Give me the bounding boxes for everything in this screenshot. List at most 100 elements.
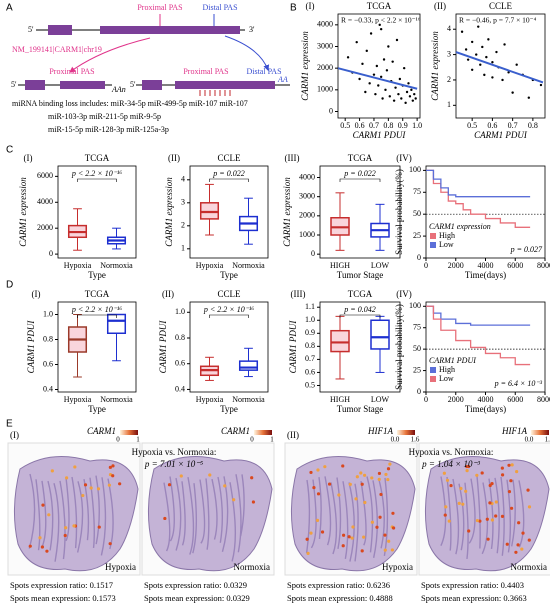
spot xyxy=(108,465,112,469)
spot xyxy=(391,511,395,515)
stat-label: p = 0.022 xyxy=(212,169,244,178)
y-tick-label: 100 xyxy=(409,301,421,310)
spot xyxy=(232,498,236,502)
point xyxy=(379,75,383,79)
tissue-fold xyxy=(518,480,525,548)
x-axis-label: Tumor Stage xyxy=(337,270,383,280)
tissue-fold xyxy=(330,482,338,555)
scale-label: 1 xyxy=(270,436,274,444)
x-tick-label: 0.5 xyxy=(467,121,477,130)
tissue-fold xyxy=(40,480,47,549)
spot xyxy=(315,518,320,522)
chart-title: CCLE xyxy=(217,289,241,299)
point xyxy=(503,43,506,46)
point xyxy=(408,95,412,98)
spot xyxy=(250,476,254,480)
spots-mean: Spots mean expression: 0.0329 xyxy=(144,593,250,603)
tissue-fold xyxy=(59,480,66,560)
pas-label: Distal PAS xyxy=(246,67,281,76)
polya-label: AAn xyxy=(111,85,126,94)
color-bar xyxy=(531,430,549,435)
y-axis-label: CARM1 expression xyxy=(164,177,174,247)
x-tick-label: 0.9 xyxy=(398,121,408,130)
point xyxy=(384,88,387,92)
spot xyxy=(467,529,471,533)
spot xyxy=(464,489,468,493)
spot xyxy=(521,531,525,535)
panel-id: (IV) xyxy=(396,153,412,163)
spot xyxy=(108,542,112,546)
spot xyxy=(442,471,446,475)
tissue-fold xyxy=(163,482,171,552)
chart-title: TCGA xyxy=(367,1,392,11)
tissue-fold xyxy=(372,480,378,558)
chart-title: CCLE xyxy=(489,1,513,11)
tissue-fold xyxy=(366,476,374,553)
tissue-fold xyxy=(324,476,332,546)
x-tick-label: 0.6 xyxy=(487,121,497,130)
spot xyxy=(359,471,363,475)
point xyxy=(377,84,380,87)
y-tick-label: 1000 xyxy=(299,230,315,239)
spot xyxy=(163,516,167,521)
point xyxy=(404,101,407,105)
spot xyxy=(223,484,227,488)
spot xyxy=(118,482,122,486)
tissue-fold xyxy=(476,475,481,549)
panel-id: (III) xyxy=(285,153,300,163)
spot xyxy=(351,525,355,529)
tissue-fold xyxy=(175,477,182,551)
point xyxy=(470,40,474,44)
x-axis-label: Time(days) xyxy=(465,404,506,414)
spot xyxy=(370,476,374,480)
tissue-fold xyxy=(28,473,36,549)
y-tick-label: 2000 xyxy=(299,211,315,220)
y-tick-label: 4 xyxy=(447,24,451,33)
spot xyxy=(81,493,85,498)
spot xyxy=(500,466,504,470)
plot-frame xyxy=(57,165,137,259)
comparison-p: p = 1.04 × 10⁻³ xyxy=(421,459,480,469)
comparison-label: Hypoxia vs. Normoxia: xyxy=(409,447,494,457)
tissue-fold xyxy=(500,476,505,556)
point xyxy=(481,45,484,49)
x-tick-label: 8000 xyxy=(537,261,550,270)
panel-id: (IV) xyxy=(396,289,412,299)
point xyxy=(397,92,400,96)
x-tick-label: Hypoxia xyxy=(64,395,92,404)
spot xyxy=(465,464,469,469)
y-tick-label: 2000 xyxy=(37,223,53,232)
y-tick-label: 3000 xyxy=(317,41,333,50)
tissue-fold xyxy=(53,483,60,562)
tissue-fold xyxy=(481,482,489,555)
point xyxy=(346,56,350,59)
point xyxy=(375,64,379,68)
point xyxy=(487,38,490,41)
spot xyxy=(72,524,76,528)
spots-mean: Spots mean expression: 0.3663 xyxy=(421,593,527,603)
gene-label: CARM1 xyxy=(221,426,250,436)
spot xyxy=(449,483,453,488)
spot xyxy=(510,506,514,510)
point xyxy=(507,71,510,74)
gene-label: HIF1A xyxy=(501,426,527,436)
pas-label: Distal PAS xyxy=(202,3,237,12)
y-tick-label: 4000 xyxy=(37,197,53,206)
tissue-fold xyxy=(511,479,516,547)
point xyxy=(402,66,406,70)
end-label: 3' xyxy=(249,25,255,34)
x-tick-label: 0.7 xyxy=(508,121,518,130)
x-axis-label: CARM1 PDUI xyxy=(474,130,528,140)
arrow xyxy=(224,35,270,71)
chart-title: TCGA xyxy=(85,289,110,299)
legend-title: CARM1 expression xyxy=(429,222,491,231)
bracket xyxy=(209,314,249,318)
panel-id: (I) xyxy=(306,1,315,11)
x-tick-label: 0.6 xyxy=(355,121,365,130)
tissue-section xyxy=(147,456,273,572)
point xyxy=(369,32,373,35)
y-tick-label: 3 xyxy=(181,198,185,207)
tissue-fold xyxy=(239,474,245,537)
point xyxy=(395,38,399,42)
